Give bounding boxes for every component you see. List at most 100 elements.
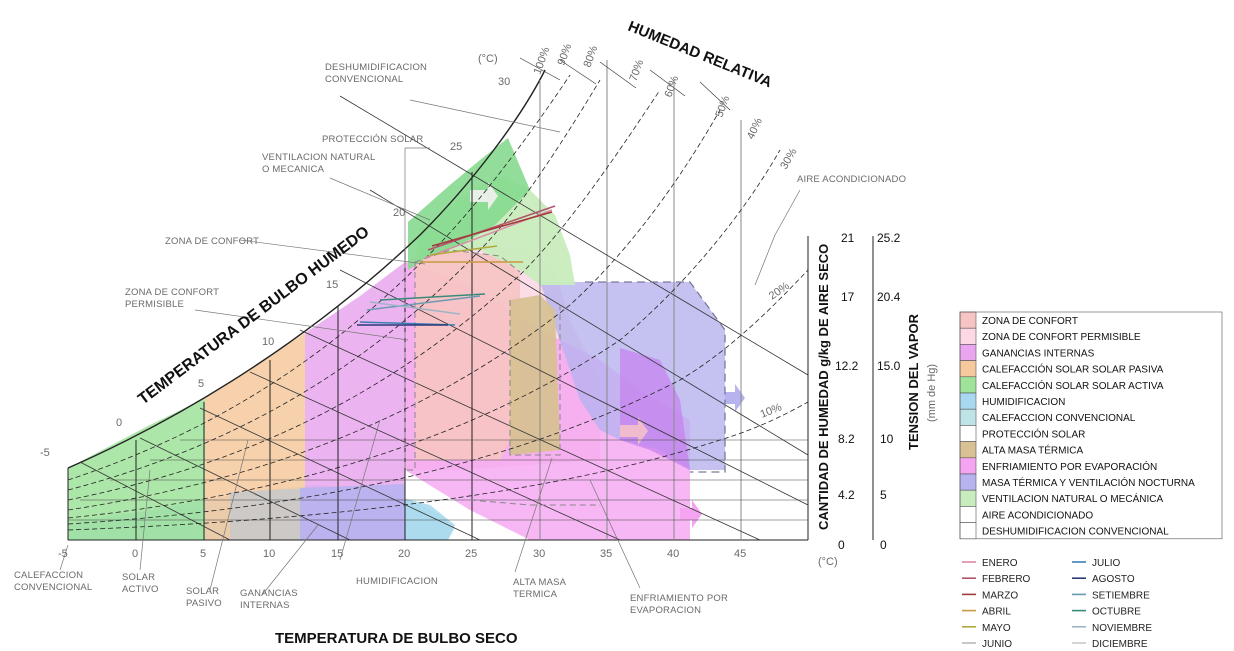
- db-tick: 35: [600, 548, 612, 560]
- arrow-enfriamiento: [680, 500, 702, 528]
- db-unit: (°C): [818, 556, 838, 568]
- legend-label: DESHUMIDIFICACION CONVENCIONAL: [982, 527, 1169, 538]
- rh-label: 90%: [556, 42, 575, 67]
- title-humidity-ratio: CANTIDAD DE HUMEDAD g/kg DE AIRE SECO: [816, 244, 831, 530]
- db-tick: 45: [734, 548, 746, 560]
- month-label: FEBRERO: [982, 574, 1031, 585]
- legend-frame: [959, 311, 1223, 540]
- wb-line: [139, 437, 351, 541]
- legend-label: VENTILACION NATURAL O MECÁNICA: [982, 492, 1163, 505]
- label-zona-permisible-1: ZONA DE CONFORT: [125, 287, 219, 298]
- legend-label: ENFRIAMIENTO POR EVAPORACIÓN: [982, 460, 1157, 473]
- legend-label: HUMIDIFICACION: [982, 397, 1065, 408]
- db-tick: -5: [58, 548, 68, 560]
- month-line-noviembre: [369, 301, 461, 315]
- wb-line: [369, 189, 809, 456]
- legend-swatch: [959, 311, 977, 329]
- title-relative-humidity: HUMEDAD RELATIVA: [626, 18, 775, 91]
- db-tick: 10: [263, 548, 275, 560]
- month-label: AGOSTO: [1092, 574, 1135, 585]
- annotation-labels: DESHUMIDIFICACION CONVENCIONAL PROTECCIÓ…: [14, 62, 906, 616]
- label-enfriamiento-2: EVAPORACION: [630, 605, 701, 616]
- strategy-zones: [68, 138, 745, 540]
- rh-curve: [67, 149, 781, 519]
- leader-line: [209, 439, 249, 591]
- legend-swatch: [959, 327, 977, 345]
- label-proteccion: PROTECCIÓN SOLAR: [322, 134, 423, 145]
- wb-tick: 20: [393, 207, 405, 219]
- psychrometric-grid: [67, 57, 874, 541]
- leader-line: [409, 99, 561, 133]
- rh-curve: [67, 79, 601, 491]
- db-tick: 40: [667, 548, 679, 560]
- hr-tick: 4.2: [838, 488, 855, 502]
- title-vapor-pressure: TENSION DEL VAPOR: [906, 313, 921, 450]
- label-humidificacion: HUMIDIFICACION: [356, 576, 438, 587]
- arrow-lavender: [725, 384, 745, 412]
- hr-tick: 17: [841, 290, 855, 304]
- legend-label: ZONA DE CONFORT: [982, 316, 1078, 327]
- db-tick: 15: [331, 548, 343, 560]
- label-deshum-1: DESHUMIDIFICACION: [325, 62, 427, 73]
- month-label: JULIO: [1092, 558, 1121, 569]
- arrow-proteccion: [470, 182, 498, 210]
- zone-boundary: [469, 499, 600, 506]
- legend-label: AIRE ACONDICIONADO: [982, 510, 1093, 521]
- month-line-setiembre: [366, 295, 481, 311]
- zone-boundary: [585, 281, 726, 473]
- label-ventilacion-2: O MECANICA: [262, 164, 325, 175]
- month-line-marzo: [431, 211, 553, 247]
- leader-line: [329, 177, 431, 221]
- wb-tick: -5: [40, 447, 50, 459]
- vapor-pressure-ticks: 0 5 10 15.0 20.4 25.2: [877, 231, 901, 552]
- wb-tick: 5: [198, 378, 204, 390]
- db-tick: 5: [200, 548, 206, 560]
- saturation-curve: [67, 69, 546, 469]
- rh-curve: [67, 109, 721, 511]
- legend-swatch: [959, 408, 977, 426]
- wb-line: [339, 95, 809, 376]
- month-label: ENERO: [982, 558, 1018, 569]
- db-tick: 0: [132, 548, 138, 560]
- strategy-legend: ZONA DE CONFORT ZONA DE CONFORT PERMISIBL…: [959, 311, 1223, 540]
- legend-label: CALEFACCION CONVENCIONAL: [982, 413, 1136, 424]
- leader-line: [261, 524, 319, 596]
- label-solar-activo-2: ACTIVO: [122, 584, 159, 595]
- humidity-ratio-ticks: 0 4.2 8.2 12.2 17 21: [835, 231, 859, 552]
- legend-label: PROTECCIÓN SOLAR: [982, 427, 1085, 440]
- legend-swatch: [959, 360, 977, 378]
- legend-swatch: [959, 473, 977, 491]
- monthly-lines: [357, 205, 556, 326]
- vp-tick: 20.4: [877, 290, 901, 304]
- legend-swatch: [959, 425, 977, 442]
- label-ventilacion-1: VENTILACION NATURAL: [262, 152, 375, 163]
- zone-confort: [415, 250, 520, 460]
- label-calef-conv-1: CALEFACCION: [14, 570, 83, 581]
- legend-label: CALEFACCIÓN SOLAR SOLAR PASIVA: [982, 363, 1164, 376]
- leader-line: [514, 457, 553, 573]
- leader-line: [139, 469, 151, 571]
- rh-curve: [67, 401, 809, 531]
- label-solar-pasivo-2: PASIVO: [186, 598, 222, 609]
- rh-label: 80%: [582, 44, 601, 69]
- month-label: NOVIEMBRE: [1092, 623, 1152, 634]
- wb-tick: 15: [326, 279, 338, 291]
- leader-line: [239, 239, 426, 265]
- zone-violet-inner: [620, 348, 690, 470]
- leader-line: [339, 419, 381, 561]
- title-dry-bulb: TEMPERATURA DE BULBO SECO: [275, 630, 518, 647]
- hr-tick: 21: [841, 231, 855, 245]
- hr-tick: 0: [838, 538, 845, 552]
- db-tick: 25: [465, 548, 477, 560]
- arrow-pink: [620, 417, 648, 445]
- month-label: MAYO: [982, 623, 1011, 634]
- label-ganancias-1: GANANCIAS: [240, 588, 298, 599]
- wb-line: [79, 461, 231, 541]
- rh-ray: [649, 69, 686, 97]
- label-zona-permisible-2: PERMISIBLE: [125, 299, 184, 310]
- annotation-leaders: [59, 99, 801, 596]
- wb-line: [199, 407, 481, 541]
- vp-tick: 0: [880, 538, 887, 552]
- label-calef-conv-2: CONVENCIONAL: [14, 582, 92, 593]
- hr-tick: 12.2: [835, 359, 859, 373]
